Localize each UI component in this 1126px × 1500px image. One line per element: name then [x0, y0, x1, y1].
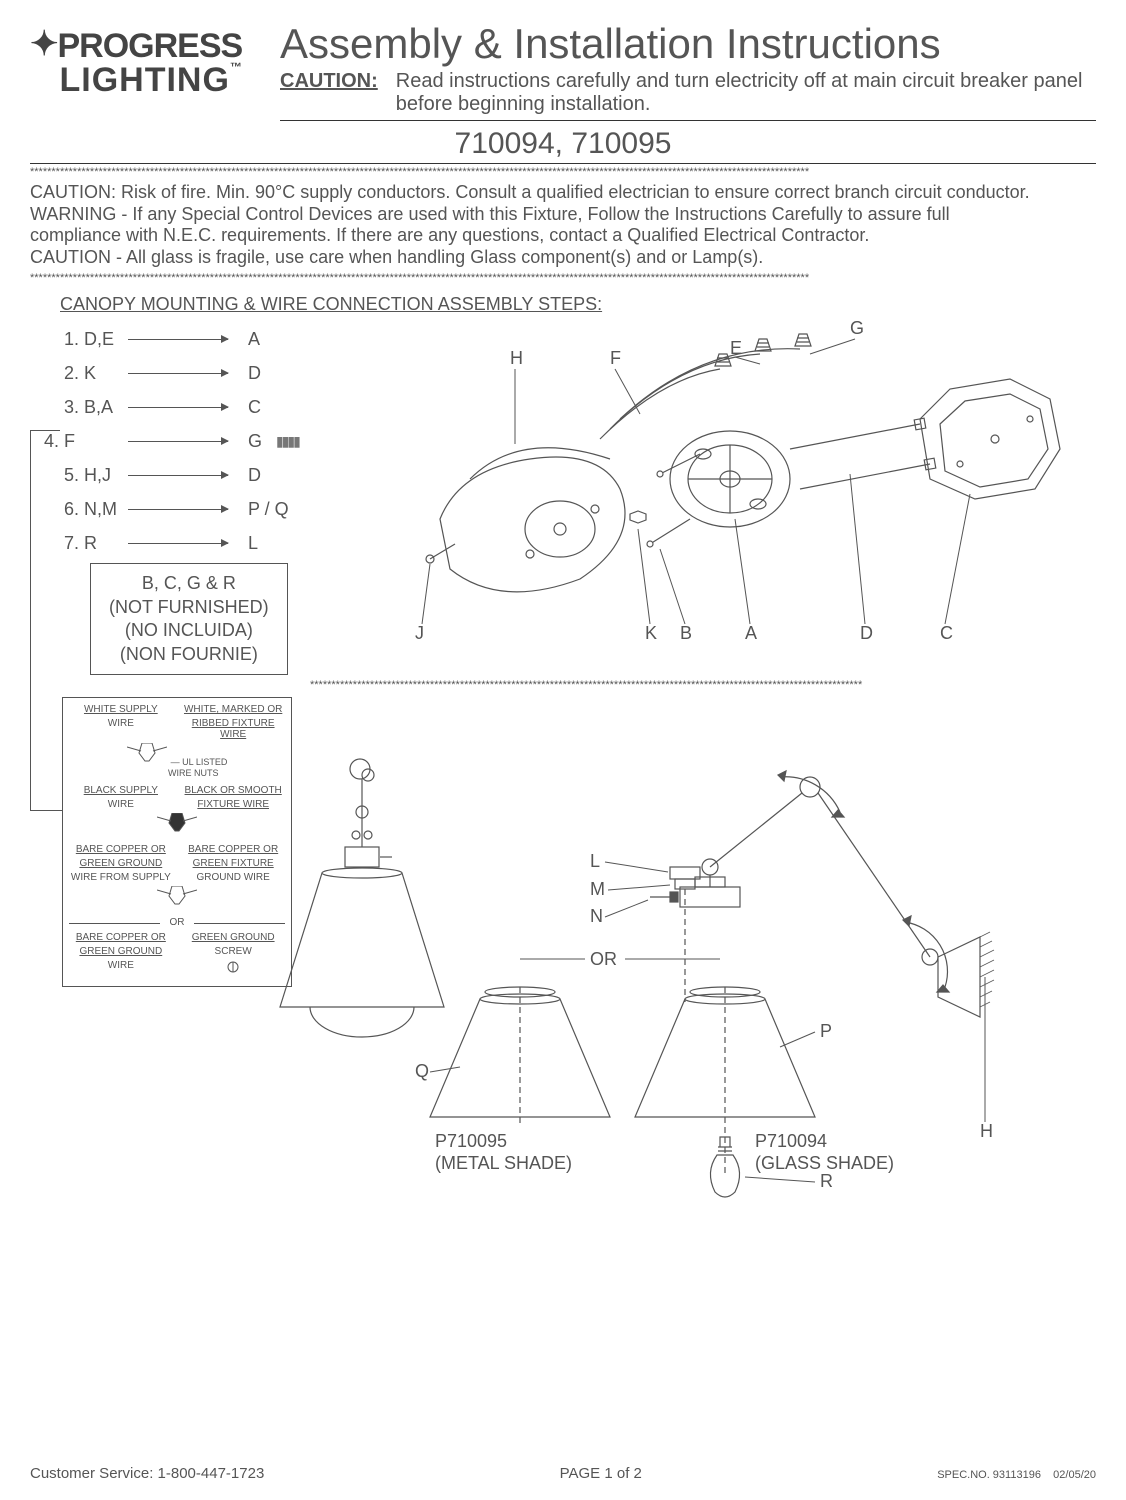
- warning-line: WARNING - If any Special Control Devices…: [30, 204, 1096, 226]
- diagram-label-c: C: [940, 623, 953, 643]
- diagram-label-b: B: [680, 623, 692, 643]
- step-row: 4. FG▮▮▮▮: [44, 431, 299, 452]
- diagram-label-f: F: [610, 348, 621, 368]
- model-numbers: 710094, 710095: [30, 125, 1096, 164]
- footer: Customer Service: 1-800-447-1723 PAGE 1 …: [30, 1465, 1096, 1482]
- steps-list: 1. D,EA 2. KD 3. B,AC 4. FG▮▮▮▮ 5. H,JD …: [64, 329, 299, 567]
- page-number: PAGE 1 of 2: [560, 1465, 642, 1482]
- star-divider-mid: ****************************************…: [310, 679, 1096, 691]
- metal-model: P710095: [435, 1131, 507, 1151]
- diagram-label-a: A: [745, 623, 757, 643]
- diagram-label-k: K: [645, 623, 657, 643]
- step-row: 3. B,AC: [64, 397, 299, 418]
- warning-line: CAUTION: Risk of fire. Min. 90°C supply …: [30, 182, 1096, 204]
- glass-txt: (GLASS SHADE): [755, 1153, 894, 1173]
- label-q: Q: [415, 1061, 429, 1081]
- step-row: 5. H,JD: [64, 465, 299, 486]
- caution-text: Read instructions carefully and turn ele…: [396, 70, 1096, 116]
- lower-area: WHITE SUPPLYWHITE, MARKED OR WIRERIBBED …: [30, 697, 1096, 1317]
- main-title: Assembly & Installation Instructions: [280, 20, 1096, 68]
- metal-txt: (METAL SHADE): [435, 1153, 572, 1173]
- brand-line2: ✦LIGHTING™: [30, 60, 260, 100]
- steps-area: 1. D,EA 2. KD 3. B,AC 4. FG▮▮▮▮ 5. H,JD …: [30, 329, 1096, 669]
- customer-service: Customer Service: 1-800-447-1723: [30, 1465, 264, 1482]
- not-furnished-box: B, C, G & R (NOT FURNISHED) (NO INCLUIDA…: [90, 563, 288, 675]
- label-n: N: [590, 906, 603, 926]
- warnings-block: CAUTION: Risk of fire. Min. 90°C supply …: [30, 180, 1096, 270]
- warning-line: CAUTION - All glass is fragile, use care…: [30, 247, 1096, 269]
- spec-number: SPEC.NO. 93113196 02/05/20: [937, 1469, 1096, 1481]
- warning-line: compliance with N.E.C. requirements. If …: [30, 225, 1096, 247]
- brand-logo: ✦PROGRESS ✦LIGHTING™: [30, 20, 260, 100]
- label-p: P: [820, 1021, 832, 1041]
- label-or: OR: [590, 949, 617, 969]
- step-row: 7. RL: [64, 533, 299, 554]
- wire-nut-icon: ▮▮▮▮: [276, 433, 299, 450]
- caution-label: CAUTION:: [280, 70, 378, 116]
- diagram-label-e: E: [730, 338, 742, 358]
- label-m: M: [590, 879, 605, 899]
- star-divider: ****************************************…: [30, 272, 1096, 284]
- title-block: Assembly & Installation Instructions CAU…: [280, 20, 1096, 121]
- label-l: L: [590, 851, 600, 871]
- header: ✦PROGRESS ✦LIGHTING™ Assembly & Installa…: [30, 20, 1096, 121]
- diagram-label-h: H: [510, 348, 523, 368]
- label-r: R: [820, 1171, 833, 1191]
- wire-connection-box: WHITE SUPPLYWHITE, MARKED OR WIRERIBBED …: [62, 697, 292, 987]
- step-row: 2. KD: [64, 363, 299, 384]
- step-row: 6. N,MP / Q: [64, 499, 299, 520]
- diagram-label-j: J: [415, 623, 424, 643]
- diagram-label-g: G: [850, 319, 864, 338]
- shade-diagram: L M N OR Q P H R P710095 (METAL SHADE) P…: [260, 717, 1090, 1267]
- label-h: H: [980, 1121, 993, 1141]
- glass-model: P710094: [755, 1131, 827, 1151]
- caution-row: CAUTION: Read instructions carefully and…: [280, 70, 1096, 121]
- step-row: 1. D,EA: [64, 329, 299, 350]
- diagram-label-d: D: [860, 623, 873, 643]
- section-title: CANOPY MOUNTING & WIRE CONNECTION ASSEMB…: [60, 294, 1096, 315]
- star-divider: ****************************************…: [30, 166, 1096, 178]
- exploded-diagram: H F E G J K B A D C: [360, 319, 1100, 659]
